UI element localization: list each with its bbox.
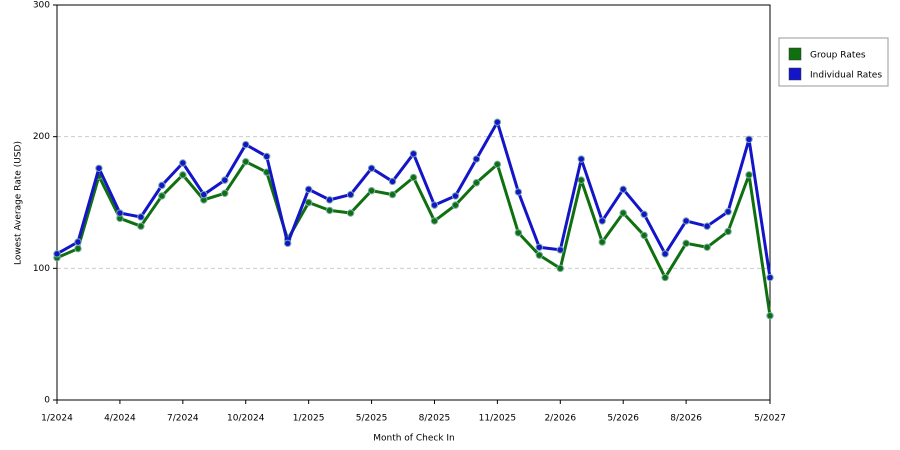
- data-point: [472, 179, 481, 187]
- data-point: [116, 209, 124, 217]
- x-tick-label: 2/2026: [544, 414, 576, 424]
- data-point: [556, 264, 564, 273]
- x-tick-label: 5/2027: [754, 414, 786, 424]
- x-tick-label: 1/2024: [41, 414, 73, 424]
- data-point: [640, 210, 648, 219]
- y-tick-label: 200: [33, 132, 50, 142]
- data-point: [409, 150, 418, 158]
- y-tick-label: 300: [33, 1, 50, 11]
- data-point: [325, 206, 334, 215]
- data-point: [158, 192, 166, 200]
- data-point: [74, 238, 82, 246]
- data-point: [137, 213, 145, 221]
- data-point: [283, 239, 292, 248]
- data-point: [221, 176, 229, 184]
- x-tick-label: 5/2026: [607, 414, 639, 424]
- plot-frame: [56, 4, 771, 401]
- data-point: [263, 152, 271, 161]
- data-point: [179, 159, 187, 167]
- x-tick-label: 10/2024: [227, 414, 265, 424]
- data-point: [766, 273, 774, 282]
- x-tick-label: 5/2025: [356, 414, 388, 424]
- data-point: [242, 157, 250, 166]
- data-point: [661, 273, 669, 282]
- x-tick-label: 8/2025: [419, 414, 451, 424]
- data-point: [430, 201, 439, 209]
- legend-label: Individual Rates: [810, 71, 882, 81]
- data-point: [367, 186, 376, 195]
- data-point: [661, 250, 669, 258]
- data-point: [682, 239, 690, 248]
- data-point: [242, 140, 250, 149]
- data-point: [304, 198, 313, 207]
- legend-swatch: [788, 67, 802, 81]
- legend-label: Group Rates: [810, 51, 866, 61]
- data-point: [577, 176, 585, 184]
- data-point: [388, 190, 397, 199]
- x-axis-label: Month of Check In: [373, 434, 455, 444]
- data-point: [703, 222, 711, 230]
- data-point: [640, 231, 648, 240]
- data-point: [724, 227, 732, 236]
- data-point: [451, 201, 460, 209]
- x-tick-label: 8/2026: [670, 414, 702, 424]
- data-point: [95, 164, 103, 172]
- data-point: [430, 217, 439, 225]
- data-point: [535, 251, 544, 259]
- data-point: [304, 185, 313, 194]
- data-point: [158, 181, 166, 190]
- data-point: [137, 222, 145, 230]
- data-point: [619, 185, 627, 194]
- data-point: [409, 173, 418, 182]
- data-point: [346, 190, 355, 199]
- data-point: [493, 118, 502, 126]
- legend-swatch: [788, 47, 802, 61]
- data-point: [745, 135, 753, 144]
- data-point: [619, 209, 627, 217]
- x-tick-label: 11/2025: [479, 414, 516, 424]
- data-point: [514, 188, 523, 196]
- data-point: [535, 243, 544, 251]
- data-point: [200, 190, 208, 199]
- data-point: [53, 250, 61, 258]
- y-tick-label: 0: [44, 396, 50, 406]
- x-tick-label: 1/2025: [293, 414, 325, 424]
- x-tick-label: 7/2024: [167, 414, 199, 424]
- data-point: [724, 208, 732, 216]
- data-point: [766, 312, 774, 320]
- data-point: [682, 217, 690, 225]
- data-point: [221, 189, 229, 197]
- y-axis-label: Lowest Average Rate (USD): [14, 141, 24, 265]
- data-point: [451, 192, 460, 200]
- x-tick-label: 4/2024: [104, 414, 136, 424]
- y-tick-label: 100: [33, 264, 50, 274]
- data-point: [556, 246, 564, 254]
- data-point: [179, 171, 187, 179]
- data-point: [74, 244, 82, 253]
- data-point: [325, 196, 334, 204]
- data-point: [388, 177, 397, 186]
- data-point: [703, 243, 711, 251]
- data-point: [472, 155, 481, 163]
- data-point: [745, 171, 753, 179]
- data-point: [346, 209, 355, 217]
- data-point: [577, 155, 585, 163]
- data-point: [598, 217, 606, 225]
- data-point: [598, 238, 606, 246]
- data-point: [367, 164, 376, 172]
- data-point: [493, 160, 502, 169]
- data-point: [514, 229, 523, 237]
